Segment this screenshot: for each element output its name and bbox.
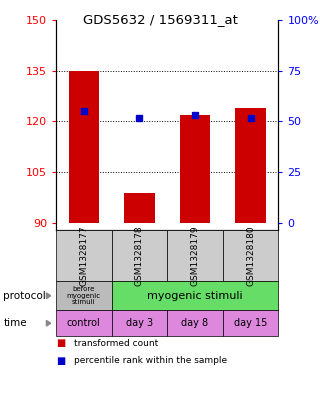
Bar (68, 70, 99, 223)
Text: GSM1328180: GSM1328180 (246, 225, 255, 286)
Text: myogenic stimuli: myogenic stimuli (147, 291, 243, 301)
Text: time: time (3, 318, 27, 328)
Text: GDS5632 / 1569311_at: GDS5632 / 1569311_at (83, 13, 237, 26)
Bar (180, 115, 210, 223)
Text: control: control (67, 318, 101, 328)
Text: ■: ■ (56, 338, 65, 348)
Text: day 15: day 15 (234, 318, 267, 328)
Text: protocol: protocol (3, 291, 46, 301)
Text: GSM1328177: GSM1328177 (79, 225, 88, 286)
Bar (235, 108, 266, 223)
Bar (124, 193, 155, 223)
Text: percentile rank within the sample: percentile rank within the sample (74, 356, 227, 365)
Text: day 3: day 3 (126, 318, 153, 328)
Text: day 8: day 8 (181, 318, 209, 328)
Text: GSM1328179: GSM1328179 (190, 225, 199, 286)
Text: before
myogenic
stimuli: before myogenic stimuli (67, 286, 101, 305)
Text: ■: ■ (56, 356, 65, 366)
Text: GSM1328178: GSM1328178 (135, 225, 144, 286)
Text: transformed count: transformed count (74, 339, 158, 347)
